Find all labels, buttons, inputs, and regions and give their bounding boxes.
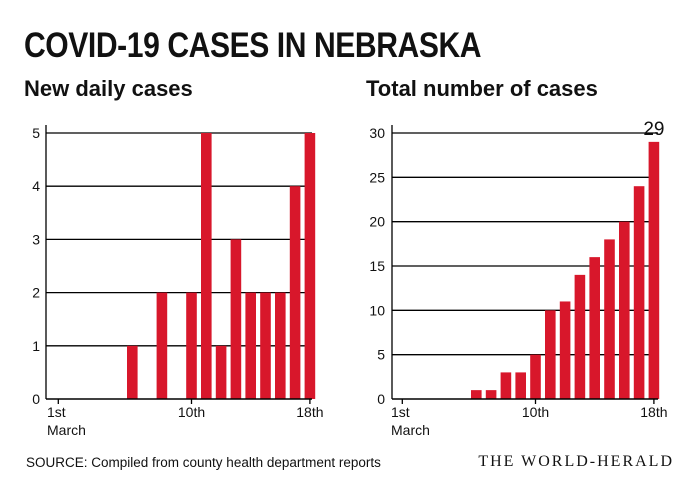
x-tick-label: 10th (522, 404, 549, 420)
bar (619, 221, 630, 399)
bar (215, 345, 227, 399)
bar (186, 292, 197, 399)
bar (230, 239, 242, 399)
publisher-logo: THE WORLD-HERALD (478, 453, 674, 470)
right-chart-title: Total number of cases (366, 76, 598, 101)
x-tick-sublabel: March (391, 422, 430, 438)
x-tick-label: 1st (391, 404, 410, 420)
bar (156, 292, 168, 399)
y-tick-label: 0 (32, 391, 40, 407)
bar (127, 345, 138, 399)
x-tick-label: 18th (296, 404, 323, 420)
bar (530, 354, 541, 399)
y-tick-label: 30 (369, 125, 385, 141)
bar (574, 274, 586, 399)
page-title: COVID-19 CASES IN NEBRASKA (24, 26, 482, 65)
y-tick-label: 25 (369, 169, 385, 185)
x-tick-label: 1st (47, 404, 66, 420)
bar (304, 133, 316, 399)
bar (604, 239, 615, 399)
bar (245, 292, 256, 399)
bar (201, 133, 212, 399)
bar (515, 372, 526, 399)
y-tick-label: 4 (32, 178, 40, 194)
new-daily-cases-chart: 0 1 2 3 4 5 1st March 10th 18th (32, 125, 324, 438)
y-tick-label: 1 (32, 338, 40, 354)
x-tick-label: 10th (178, 404, 205, 420)
bar (289, 186, 301, 399)
y-tick-label: 0 (377, 391, 385, 407)
y-tick-label: 5 (377, 347, 385, 363)
bar (260, 292, 271, 399)
total-cases-chart: 0 5 10 15 20 25 30 1st March 10th 18th 29 (369, 119, 667, 438)
bar (471, 390, 482, 399)
bar (589, 257, 600, 399)
bar (559, 301, 571, 399)
y-tick-label: 3 (32, 231, 40, 247)
y-tick-label: 10 (369, 302, 385, 318)
bar (485, 390, 497, 399)
bar (545, 310, 556, 399)
x-tick-sublabel: March (47, 422, 86, 438)
source-note: SOURCE: Compiled from county health depa… (26, 455, 381, 470)
y-tick-label: 15 (369, 258, 385, 274)
bar (275, 292, 286, 399)
left-chart-title: New daily cases (24, 76, 193, 101)
bar (633, 186, 645, 399)
data-label-annotation: 29 (643, 119, 664, 140)
x-tick-label: 18th (640, 404, 667, 420)
y-tick-label: 5 (32, 125, 40, 141)
y-tick-label: 2 (32, 285, 40, 301)
bar (648, 141, 660, 399)
y-tick-label: 20 (369, 214, 385, 230)
bar (500, 372, 512, 399)
